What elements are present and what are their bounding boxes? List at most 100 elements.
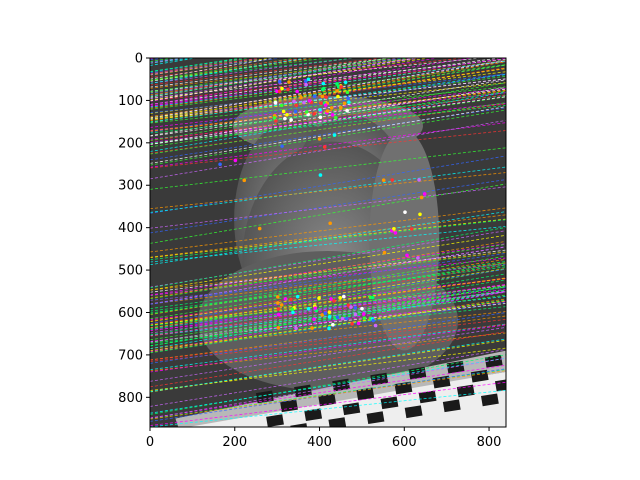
epipolar-line	[150, 58, 186, 64]
keypoint	[304, 79, 308, 84]
keypoint	[325, 109, 330, 113]
epipolar-line	[150, 349, 506, 407]
keypoint	[312, 112, 317, 116]
keypoint	[289, 297, 293, 302]
keypoint	[331, 322, 335, 327]
epipolar-lines	[150, 58, 506, 427]
checker-square	[418, 390, 437, 404]
keypoint	[312, 94, 317, 99]
keypoint	[417, 178, 421, 182]
keypoint	[321, 81, 326, 86]
y-tick-label: 300	[118, 179, 143, 194]
epipolar-line	[150, 291, 506, 350]
epipolar-line	[150, 357, 506, 419]
keypoint	[294, 103, 299, 108]
keypoint	[318, 173, 323, 177]
epipolar-line	[150, 331, 506, 388]
keypoint	[346, 303, 351, 307]
epipolar-line	[150, 58, 168, 61]
keypoint	[356, 321, 361, 326]
keypoint	[332, 299, 336, 303]
keypoint	[335, 89, 339, 93]
keypoint	[344, 316, 349, 321]
x-tick-label: 800	[477, 435, 502, 450]
keypoint	[274, 119, 278, 123]
x-axis: 0 200 400 600 800	[146, 427, 502, 450]
plot-area	[150, 58, 506, 427]
epipolar-line	[150, 58, 195, 64]
epipolar-line	[150, 106, 506, 164]
keypoint	[317, 137, 322, 141]
keypoint	[342, 101, 347, 106]
checker-square	[304, 408, 323, 422]
epipolar-line	[150, 58, 278, 80]
keypoint	[276, 307, 281, 311]
keypoint	[290, 307, 295, 312]
epipolar-line	[150, 258, 506, 316]
keypoint	[280, 144, 284, 148]
epipolar-line	[150, 155, 506, 214]
keypoint	[347, 100, 351, 104]
epipolar-line	[150, 354, 506, 415]
checker-square	[404, 405, 423, 419]
keypoint	[332, 133, 337, 137]
keypoint	[350, 321, 354, 326]
epipolar-line	[150, 58, 187, 63]
keypoint	[279, 303, 284, 307]
keypoint	[322, 145, 327, 149]
epipolar-line	[150, 227, 506, 289]
epipolar-line	[150, 67, 506, 124]
keypoint	[306, 306, 311, 311]
epipolar-line	[150, 58, 160, 60]
keypoint	[419, 195, 424, 200]
epipolar-line	[150, 58, 176, 62]
epipolar-line	[150, 357, 506, 414]
epipolar-line	[150, 58, 253, 75]
keypoint	[418, 212, 422, 217]
keypoint	[328, 221, 332, 226]
x-tick-label: 0	[146, 435, 154, 450]
keypoint	[327, 315, 332, 319]
keypoint	[302, 100, 306, 105]
keypoint	[362, 316, 367, 321]
epipolar-line	[150, 58, 248, 73]
y-tick-label: 700	[118, 348, 143, 363]
keypoint	[299, 95, 303, 100]
epipolar-line	[150, 262, 506, 320]
epipolar-line	[150, 58, 154, 59]
keypoint	[273, 100, 278, 105]
keypoint	[409, 227, 414, 231]
keypoint	[286, 87, 290, 92]
keypoint	[280, 86, 284, 91]
epipolar-line	[150, 58, 440, 106]
keypoint	[343, 80, 348, 85]
epipolar-line	[150, 120, 506, 180]
keypoint	[319, 101, 323, 106]
epipolar-line	[150, 58, 198, 66]
epipolar-line	[150, 87, 506, 145]
keypoint	[329, 106, 334, 110]
keypoint	[373, 323, 378, 328]
keypoint	[321, 87, 325, 92]
epipolar-line	[150, 246, 506, 305]
keypoint	[338, 295, 342, 300]
keypoint	[294, 326, 298, 331]
x-tick-label: 600	[392, 435, 417, 450]
keypoint	[403, 210, 407, 214]
y-tick-label: 0	[135, 52, 143, 67]
epipolar-line	[150, 60, 506, 119]
checker-square	[294, 384, 312, 398]
keypoint	[323, 311, 328, 316]
keypoint	[320, 94, 325, 99]
keypoint	[330, 113, 335, 117]
keypoint	[287, 80, 291, 84]
epipolar-line	[150, 291, 506, 352]
keypoint	[370, 295, 375, 300]
epipolar-line	[150, 58, 153, 59]
checker-square	[266, 414, 284, 427]
checkerboard-background	[188, 371, 506, 427]
keypoint	[257, 226, 262, 231]
epipolar-line	[150, 61, 506, 121]
epipolar-line	[150, 268, 506, 324]
checker-square	[380, 396, 399, 410]
